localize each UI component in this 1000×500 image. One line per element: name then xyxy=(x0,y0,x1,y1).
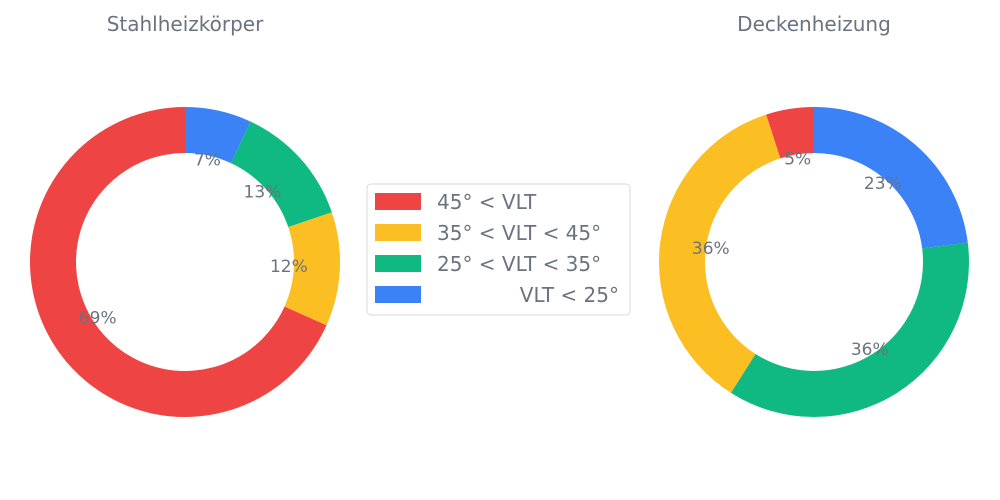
legend-label-3: 25° < VLT < 35° xyxy=(437,252,601,276)
chart-title-right: Deckenheizung xyxy=(737,12,891,36)
donut-slice-4 xyxy=(185,107,251,164)
legend-label-1: 45° < VLT xyxy=(437,190,537,214)
legend-swatch-3 xyxy=(375,255,421,272)
donut-slice-1 xyxy=(766,107,814,159)
slice-percent-label: 36% xyxy=(692,239,730,259)
legend-label-4: VLT < 25° xyxy=(520,283,619,307)
donut-slice-2 xyxy=(659,114,781,393)
donut-chart-right: Deckenheizung 5% 36% 36% 23% xyxy=(659,12,969,418)
donut-chart-left: Stahlheizkörper 69% 12% 13% 7% xyxy=(30,12,340,417)
legend: 45° < VLT 35° < VLT < 45° 25° < VLT < 35… xyxy=(366,183,631,316)
slice-percent-label: 69% xyxy=(79,309,117,329)
slice-percent-label: 12% xyxy=(270,257,308,277)
slice-percent-label: 23% xyxy=(864,174,902,194)
donut-slice-3 xyxy=(230,121,332,228)
legend-swatch-2 xyxy=(375,224,421,241)
legend-label-2: 35° < VLT < 45° xyxy=(437,221,601,245)
slice-percent-label: 7% xyxy=(194,150,221,170)
legend-swatch-4 xyxy=(375,286,421,303)
donut-slice-1 xyxy=(30,107,327,417)
donut-slice-3 xyxy=(730,242,969,418)
legend-box xyxy=(366,183,631,316)
donut-slice-2 xyxy=(284,212,340,326)
slice-percent-label: 36% xyxy=(851,340,889,360)
legend-swatch-1 xyxy=(375,193,421,210)
chart-title-left: Stahlheizkörper xyxy=(107,12,264,36)
slice-percent-label: 13% xyxy=(244,183,282,203)
slice-percent-label: 5% xyxy=(784,149,811,169)
donut-slice-4 xyxy=(814,107,968,249)
